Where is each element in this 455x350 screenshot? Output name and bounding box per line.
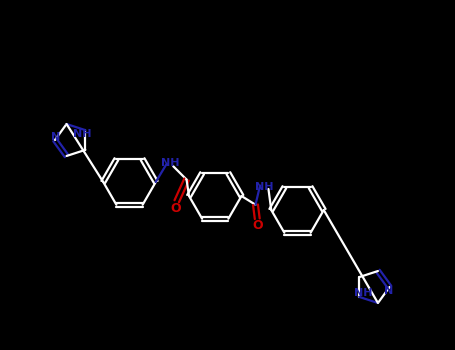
Text: O: O (253, 219, 263, 232)
Text: O: O (171, 202, 182, 215)
Text: NH: NH (255, 182, 273, 192)
Text: NH: NH (73, 130, 91, 139)
Text: NH: NH (161, 158, 179, 168)
Text: N: N (384, 286, 393, 296)
Text: N: N (51, 132, 61, 141)
Text: NH: NH (354, 288, 373, 298)
